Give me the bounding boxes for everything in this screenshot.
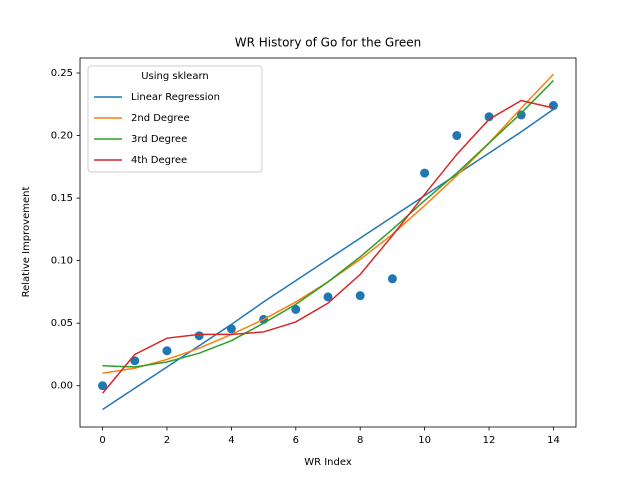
scatter-point [98,381,108,391]
y-tick-label: 0.15 [51,193,73,204]
y-tick-label: 0.20 [51,131,73,142]
y-axis-label: Relative Improvement [21,187,32,298]
series-line [102,79,554,368]
x-tick-label: 14 [547,435,560,446]
legend-label: 3rd Degree [131,134,187,145]
series-line [102,108,554,411]
scatter-point [291,304,301,314]
legend-label: 4th Degree [131,155,187,166]
y-tick-label: 0.25 [51,68,73,79]
plot-frame [79,57,577,428]
scatter-point [420,168,430,178]
scatter-point [323,292,333,302]
x-tick-label: 0 [99,435,105,446]
scatter-point [516,110,526,120]
x-tick-label: 4 [228,435,234,446]
scatter-point [484,112,494,122]
legend-box [87,65,263,173]
scatter-point [355,291,365,301]
x-tick-label: 12 [483,435,496,446]
x-tick-label: 6 [293,435,299,446]
y-tick-label: 0.00 [51,381,73,392]
scatter-point [194,331,204,341]
legend-label: 2nd Degree [131,113,190,124]
scatter-point [130,356,140,366]
scatter-point [387,274,397,284]
y-tick-label: 0.10 [51,256,73,267]
legend-label: Linear Regression [131,92,220,103]
x-tick-label: 8 [357,435,363,446]
x-tick-label: 10 [418,435,431,446]
scatter-point [452,131,462,141]
x-tick-label: 2 [164,435,170,446]
x-axis-label: WR Index [304,457,352,468]
series-line [101,99,554,394]
legend-title: Using sklearn [141,71,209,82]
chart-title: WR History of Go for the Green [235,36,422,50]
scatter-point [548,101,558,111]
scatter-point [162,346,172,356]
y-tick-label: 0.05 [51,318,73,329]
